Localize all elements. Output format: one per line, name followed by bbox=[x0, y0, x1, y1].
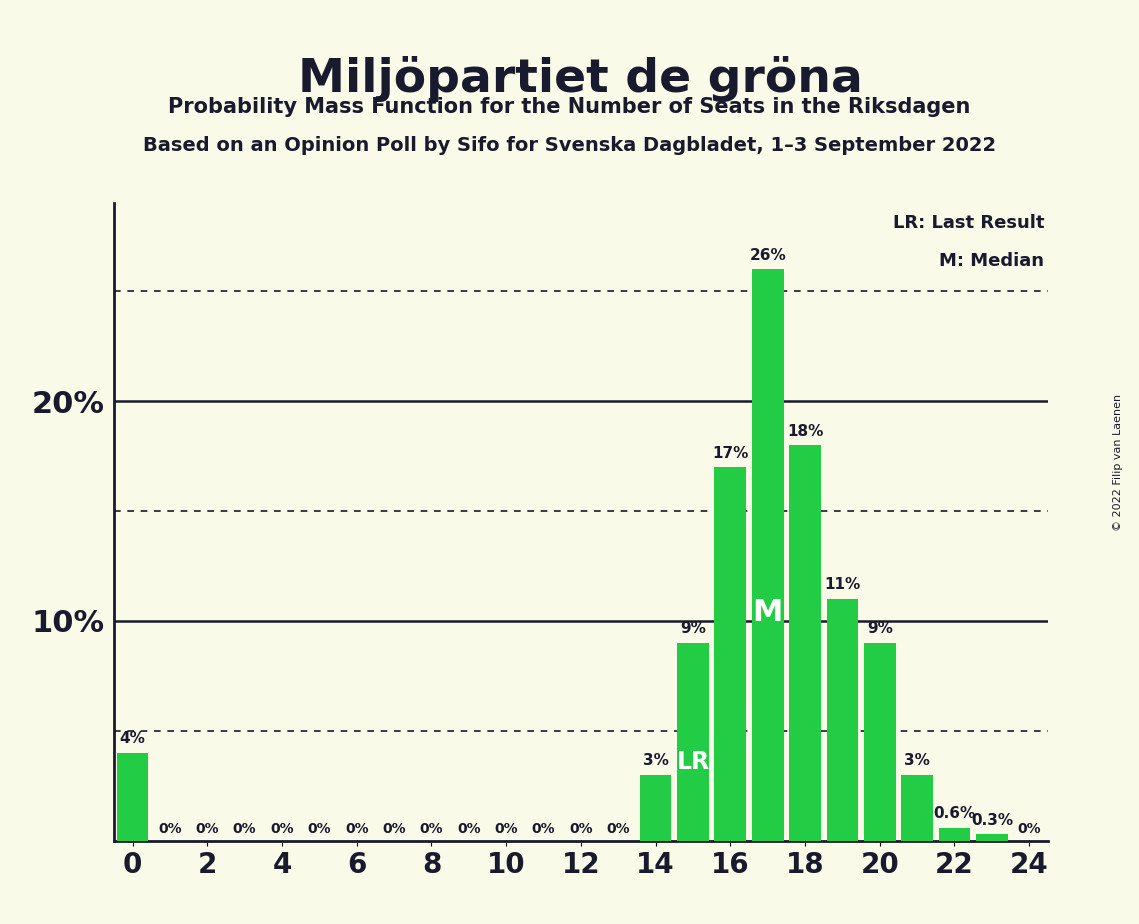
Text: 0%: 0% bbox=[1017, 822, 1041, 836]
Text: 0%: 0% bbox=[383, 822, 405, 836]
Text: 18%: 18% bbox=[787, 423, 823, 439]
Text: 0.3%: 0.3% bbox=[970, 812, 1013, 828]
Text: M: Median: M: Median bbox=[940, 251, 1044, 270]
Text: 17%: 17% bbox=[712, 445, 748, 460]
Text: 9%: 9% bbox=[867, 621, 893, 637]
Text: M: M bbox=[753, 598, 782, 626]
Bar bbox=[640, 775, 672, 841]
Text: 0.6%: 0.6% bbox=[933, 806, 976, 821]
Text: 0%: 0% bbox=[419, 822, 443, 836]
Text: 0%: 0% bbox=[606, 822, 630, 836]
Text: 11%: 11% bbox=[825, 578, 861, 592]
Text: LR: LR bbox=[677, 749, 710, 773]
Bar bbox=[827, 599, 859, 841]
Text: 0%: 0% bbox=[232, 822, 256, 836]
Bar bbox=[677, 643, 708, 841]
Text: 3%: 3% bbox=[904, 753, 931, 768]
Bar bbox=[863, 643, 895, 841]
Text: 0%: 0% bbox=[196, 822, 219, 836]
Text: 0%: 0% bbox=[345, 822, 369, 836]
Bar bbox=[752, 269, 784, 841]
Text: © 2022 Filip van Laenen: © 2022 Filip van Laenen bbox=[1114, 394, 1123, 530]
Text: 3%: 3% bbox=[642, 753, 669, 768]
Title: Miljöpartiet de gröna: Miljöpartiet de gröna bbox=[298, 56, 863, 103]
Text: Probability Mass Function for the Number of Seats in the Riksdagen: Probability Mass Function for the Number… bbox=[169, 97, 970, 117]
Text: 0%: 0% bbox=[270, 822, 294, 836]
Text: 4%: 4% bbox=[120, 731, 146, 747]
Text: 0%: 0% bbox=[494, 822, 518, 836]
Bar bbox=[789, 445, 821, 841]
Text: 0%: 0% bbox=[532, 822, 556, 836]
Text: 0%: 0% bbox=[308, 822, 331, 836]
Text: LR: Last Result: LR: Last Result bbox=[893, 214, 1044, 232]
Text: 9%: 9% bbox=[680, 621, 706, 637]
Bar bbox=[976, 834, 1008, 841]
Bar bbox=[714, 468, 746, 841]
Text: 0%: 0% bbox=[158, 822, 182, 836]
Bar bbox=[939, 828, 970, 841]
Text: 0%: 0% bbox=[457, 822, 481, 836]
Text: 0%: 0% bbox=[570, 822, 592, 836]
Bar bbox=[116, 753, 148, 841]
Text: Based on an Opinion Poll by Sifo for Svenska Dagbladet, 1–3 September 2022: Based on an Opinion Poll by Sifo for Sve… bbox=[142, 136, 997, 155]
Text: 26%: 26% bbox=[749, 248, 786, 262]
Bar bbox=[901, 775, 933, 841]
